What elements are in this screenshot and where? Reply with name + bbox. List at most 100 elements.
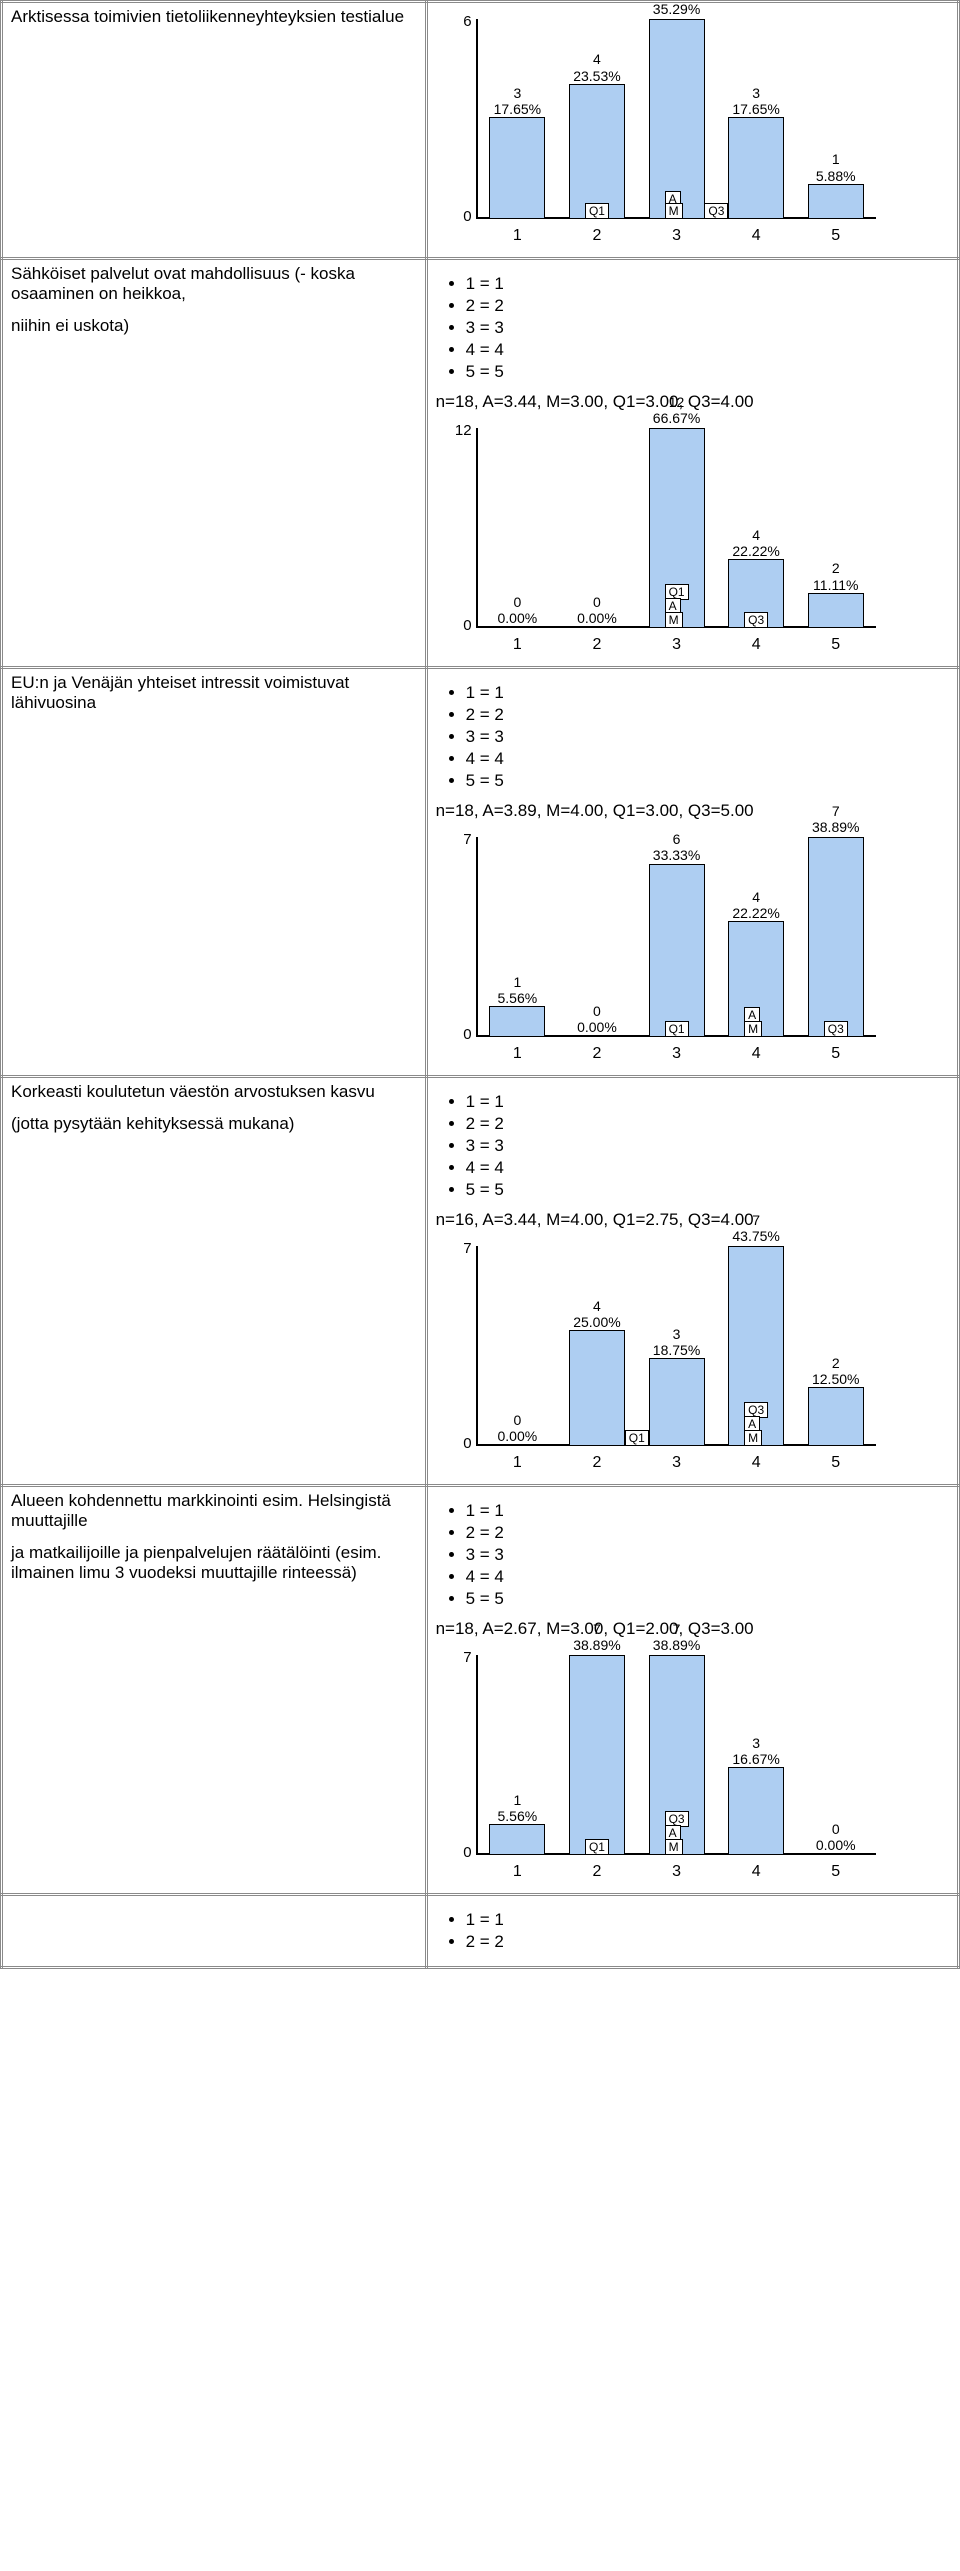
stat-marker: Q3 [824, 1021, 848, 1037]
legend-item: 2 = 2 [466, 1523, 949, 1543]
bar-rect [649, 864, 705, 1037]
legend-item: 4 = 4 [466, 749, 949, 769]
legend-list: 1 = 12 = 23 = 34 = 45 = 5 [466, 1092, 949, 1200]
legend-item: 5 = 5 [466, 1180, 949, 1200]
bar: 738.89% [806, 837, 866, 1037]
x-axis-labels: 12345 [478, 1454, 876, 1472]
bar-rect [569, 1330, 625, 1446]
x-axis-labels: 12345 [478, 227, 876, 245]
bar: 00.00% [806, 1655, 866, 1855]
legend-item: 2 = 2 [466, 1932, 949, 1952]
stat-marker: Q3 [704, 203, 728, 219]
bar-rect [569, 1655, 625, 1855]
bar: 316.67% [726, 1655, 786, 1855]
bar-value-label: 425.00% [557, 1298, 637, 1330]
bar-rect [649, 19, 705, 219]
bar-value-label: 00.00% [557, 594, 637, 626]
legend-list: 1 = 12 = 23 = 34 = 45 = 5 [466, 274, 949, 382]
stat-marker: Q1 [585, 1839, 609, 1855]
bar-rect [489, 1444, 545, 1446]
legend-item: 1 = 1 [466, 274, 949, 294]
bar-rect [489, 117, 545, 219]
bar-rect [808, 1853, 864, 1855]
plot-area: 00.00%425.00%318.75%743.75%212.50% [478, 1246, 876, 1446]
bar: 317.65% [487, 19, 547, 219]
legend-item: 1 = 1 [466, 1501, 949, 1521]
bar-rect [728, 117, 784, 219]
x-axis-labels: 12345 [478, 636, 876, 654]
legend-item: 5 = 5 [466, 1589, 949, 1609]
stat-marker: Q1 [625, 1430, 649, 1446]
bar: 425.00% [567, 1246, 627, 1446]
bar-chart: 7015.56%738.89%738.89%316.67%00.00%Q1Q3A… [446, 1645, 886, 1885]
bar-value-label: 00.00% [796, 1821, 876, 1853]
chart-cell: 1 = 12 = 23 = 34 = 45 = 5n=18, A=2.67, M… [426, 1486, 958, 1895]
legend-item: 2 = 2 [466, 296, 949, 316]
bar-chart: 7000.00%425.00%318.75%743.75%212.50%Q1Q3… [446, 1236, 886, 1476]
survey-row: EU:n ja Venäjän yhteiset intressit voimi… [2, 668, 959, 1077]
bar-rect [569, 1035, 625, 1037]
bar-value-label: 00.00% [477, 1412, 557, 1444]
bar: 15.88% [806, 19, 866, 219]
bar-rect [808, 837, 864, 1037]
bar-value-label: 15.56% [477, 974, 557, 1006]
x-axis-labels: 12345 [478, 1863, 876, 1881]
x-axis-label: 1 [487, 1045, 547, 1063]
chart-cell: 1 = 12 = 23 = 34 = 45 = 5 n=16, A=3.44, M… [426, 1077, 958, 1486]
x-axis-label: 4 [726, 1454, 786, 1472]
y-zero-label: 0 [448, 617, 472, 634]
question-text: Alueen kohdennettu markkinointi esim. He… [11, 1491, 417, 1531]
y-zero-label: 0 [448, 208, 472, 225]
question-text: (jotta pysytään kehityksessä mukana) [11, 1114, 417, 1134]
y-max-label: 7 [448, 1649, 472, 1666]
bar-value-label: 633.33% [637, 831, 717, 863]
bar-rect [489, 626, 545, 628]
bar-chart: 12000.00%00.00%1266.67%422.22%211.11%Q1A… [446, 418, 886, 658]
bar: 422.22% [726, 428, 786, 628]
bar: 212.50% [806, 1246, 866, 1446]
bar-rect [489, 1824, 545, 1855]
bar: 00.00% [487, 428, 547, 628]
chart-cell: 1 = 12 = 2 [426, 1895, 958, 1968]
bar-rect [489, 1006, 545, 1037]
legend-list: 1 = 12 = 2 [466, 1910, 949, 1952]
stats-line: n=16, A=3.44, M=4.00, Q1=2.75, Q3=4.00 [436, 1210, 949, 1230]
y-zero-label: 0 [448, 1844, 472, 1861]
bar-chart: 7015.56%00.00%633.33%422.22%738.89%Q1AMQ… [446, 827, 886, 1067]
bar: 211.11% [806, 428, 866, 628]
survey-row: Arktisessa toimivien tietoliikenneyhteyk… [2, 2, 959, 259]
survey-table: Arktisessa toimivien tietoliikenneyhteyk… [0, 0, 960, 1969]
x-axis-label: 1 [487, 227, 547, 245]
bar-value-label: 738.89% [557, 1621, 637, 1653]
bar-value-label: 1266.67% [637, 394, 717, 426]
stat-marker: M [665, 1839, 683, 1855]
x-axis-label: 2 [567, 636, 627, 654]
survey-row: Alueen kohdennettu markkinointi esim. He… [2, 1486, 959, 1895]
question-cell: EU:n ja Venäjän yhteiset intressit voimi… [2, 668, 427, 1077]
bar-value-label: 318.75% [637, 1326, 717, 1358]
survey-row: Korkeasti koulutetun väestön arvostuksen… [2, 1077, 959, 1486]
stat-marker: Q1 [665, 1021, 689, 1037]
x-axis-label: 5 [806, 1454, 866, 1472]
question-text: Sähköiset palvelut ovat mahdollisuus (- … [11, 264, 417, 304]
legend-item: 3 = 3 [466, 1136, 949, 1156]
bar: 633.33% [647, 837, 707, 1037]
bar: 317.65% [726, 19, 786, 219]
stat-marker: M [744, 1021, 762, 1037]
bar-rect [728, 1767, 784, 1855]
x-axis-label: 2 [567, 1045, 627, 1063]
legend-item: 4 = 4 [466, 1567, 949, 1587]
legend-item: 1 = 1 [466, 1092, 949, 1112]
stat-marker: M [665, 203, 683, 219]
stat-marker: M [744, 1430, 762, 1446]
bar: 00.00% [567, 428, 627, 628]
bar-value-label: 422.22% [716, 527, 796, 559]
bar-value-label: 15.88% [796, 151, 876, 183]
y-max-label: 7 [448, 831, 472, 848]
bar-value-label: 422.22% [716, 889, 796, 921]
bar-value-label: 316.67% [716, 1735, 796, 1767]
x-axis-label: 4 [726, 636, 786, 654]
y-zero-label: 0 [448, 1026, 472, 1043]
bar-chart: 60317.65%423.53%635.29%317.65%15.88%Q1AM… [446, 9, 886, 249]
question-text: niihin ei uskota) [11, 316, 417, 336]
